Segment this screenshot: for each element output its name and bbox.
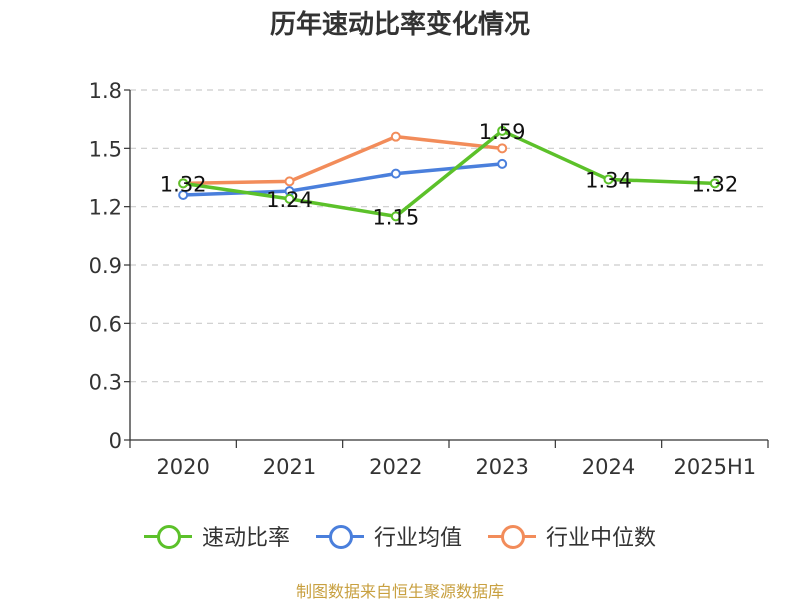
x-tick-label: 2020 [156,455,209,479]
source-note: 制图数据来自恒生聚源数据库 [295,582,504,601]
x-tick-label: 2023 [475,455,528,479]
y-tick-label: 0 [109,429,122,453]
data-point [603,174,614,185]
data-label: 1.34 [585,168,632,192]
y-tick-label: 1.5 [89,137,122,161]
data-point [178,190,189,200]
chart-title: 历年速动比率变化情况 [269,10,530,40]
data-label: 1.32 [160,172,207,196]
legend-item-industry-median[interactable]: 行业中位数 [488,520,656,552]
x-tick-label: 2021 [263,455,316,479]
data-point [390,168,401,179]
legend-swatch-quick-ratio [143,524,192,549]
legend-label-industry-mean: 行业均值 [373,526,462,551]
data-point [709,178,720,189]
data-point [497,158,508,169]
y-tick-label: 0.9 [89,254,122,278]
y-tick-label: 1.2 [89,196,122,220]
legend: 速动比率 行业均值 行业中位数 [0,520,800,552]
legend-label-quick-ratio: 速动比率 [201,526,290,551]
data-label: 1.32 [691,172,738,196]
data-point [390,131,401,142]
data-label: 1.59 [479,120,526,144]
legend-item-quick-ratio[interactable]: 速动比率 [143,520,290,552]
y-tick-label: 0.3 [89,371,122,395]
data-point [497,125,508,136]
y-tick-label: 1.8 [89,79,122,103]
legend-swatch-industry-mean [315,524,364,549]
series-line [183,162,503,197]
data-point [284,176,295,187]
data-point [284,193,295,204]
data-point [390,211,401,222]
x-tick-label: 2022 [369,455,422,479]
data-point [497,143,508,154]
x-tick-label: 2025H1 [674,455,757,479]
legend-item-industry-mean[interactable]: 行业均值 [315,520,462,552]
legend-swatch-industry-median [488,524,536,549]
series-line [183,134,503,186]
legend-label-industry-median: 行业中位数 [546,526,657,551]
x-tick-label: 2024 [582,455,635,479]
y-tick-label: 0.6 [89,312,122,336]
series-line [182,129,715,219]
data-label: 1.24 [266,188,313,212]
data-point [178,178,189,189]
data-label: 1.15 [372,205,419,229]
